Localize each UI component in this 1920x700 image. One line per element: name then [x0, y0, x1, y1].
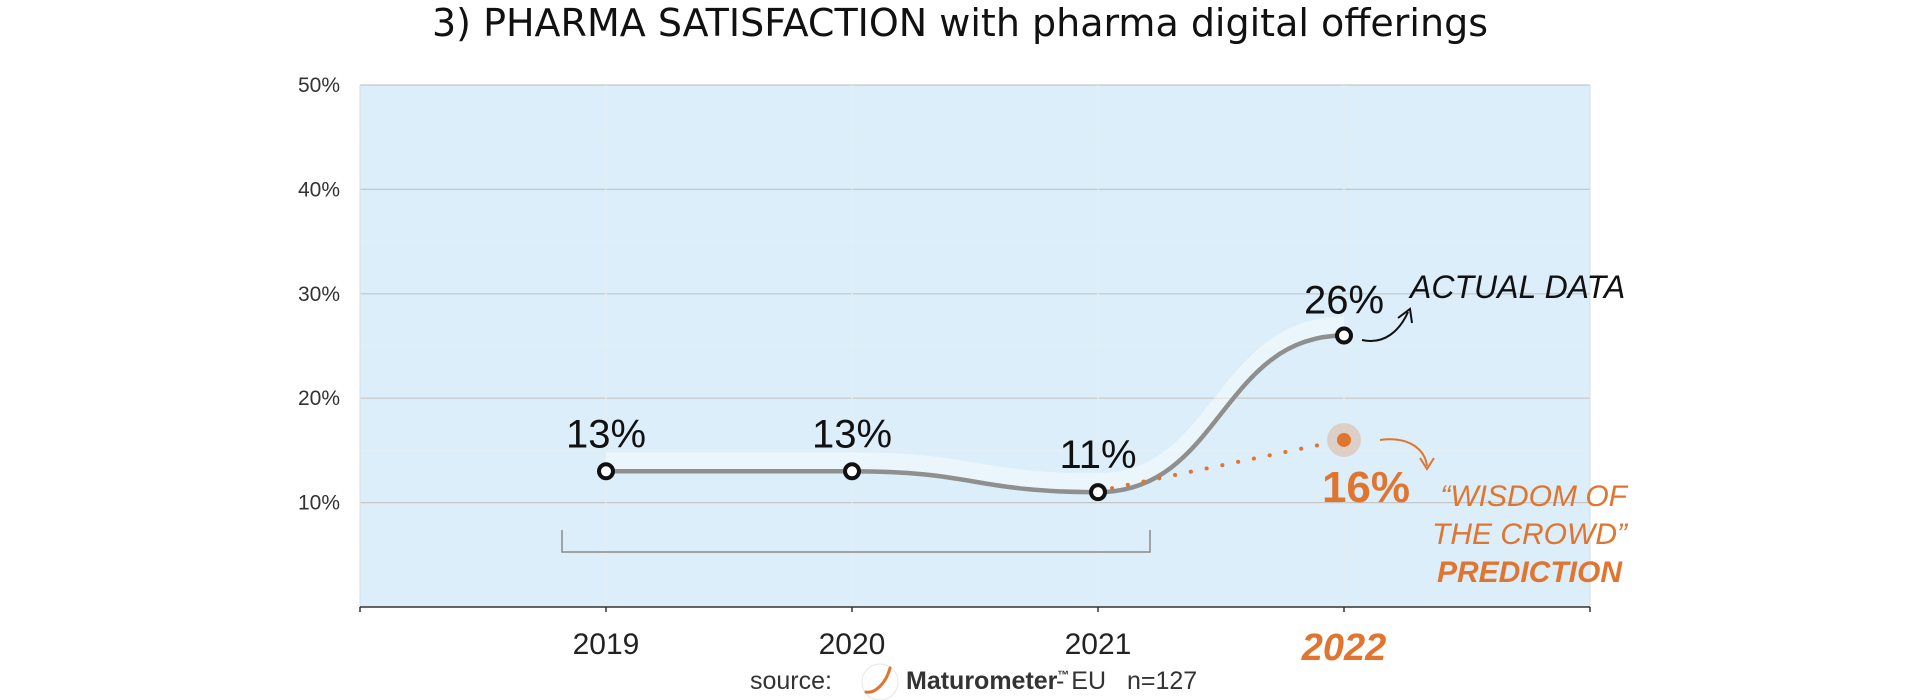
data-label: 13% [812, 412, 892, 456]
series-line [597, 316, 1353, 502]
source-n: n=127 [1127, 667, 1197, 695]
y-axis-ticks: 10% 20% 30% 40% 50% [298, 74, 340, 515]
source-prefix: source: [750, 667, 832, 695]
grid-lines [359, 84, 1591, 607]
actual-data-arrow [1361, 311, 1409, 342]
prediction-annotation-line-2: THE CROWD” [1432, 518, 1629, 551]
data-label: 11% [1059, 433, 1136, 477]
source-brand: Maturometer™ [906, 667, 1069, 695]
prediction-arrowhead [1419, 457, 1435, 471]
x-tick-label: 2019 [573, 628, 640, 661]
source-trademark: ™ [1057, 668, 1069, 682]
y-tick-label: 10% [298, 492, 340, 515]
maturometer-logo-icon [861, 663, 899, 700]
data-point [843, 462, 861, 481]
x-tick-label: 2020 [819, 628, 886, 661]
data-label: 26% [1304, 279, 1384, 323]
x-tick-label-highlight: 2022 [1301, 627, 1387, 669]
actual-data-label: ACTUAL DATA [1408, 269, 1625, 305]
source-region: - EU [1056, 667, 1106, 695]
y-tick-label: 50% [298, 74, 340, 97]
series-line-glow [605, 316, 1345, 492]
y-tick-label: 40% [298, 178, 340, 201]
data-point [597, 462, 615, 481]
prediction-annotation-line-3: PREDICTION [1437, 556, 1623, 589]
chart-title: 3) PHARMA SATISFACTION with pharma digit… [432, 1, 1488, 45]
x-tick-label: 2021 [1065, 628, 1132, 661]
range-bracket [561, 530, 1151, 553]
data-point [1335, 326, 1353, 345]
prediction-label: 16% [1322, 463, 1410, 512]
series-line-path [603, 333, 1347, 495]
source-brand-name: Maturometer [906, 667, 1058, 695]
prediction-annotation-line-1: “WISDOM OF [1440, 480, 1628, 513]
data-label: 13% [566, 412, 646, 456]
y-tick-label: 20% [298, 387, 340, 410]
prediction-point [1337, 432, 1351, 447]
actual-data-arrowhead [1397, 307, 1413, 324]
prediction-group: 16% [1110, 422, 1410, 512]
prediction-arrow [1379, 438, 1428, 467]
x-axis: 2019 2020 2021 2022 [359, 606, 1591, 669]
data-labels: 13% 13% 11% 26% [566, 279, 1384, 478]
data-point [1089, 483, 1107, 502]
y-tick-label: 30% [298, 283, 340, 306]
